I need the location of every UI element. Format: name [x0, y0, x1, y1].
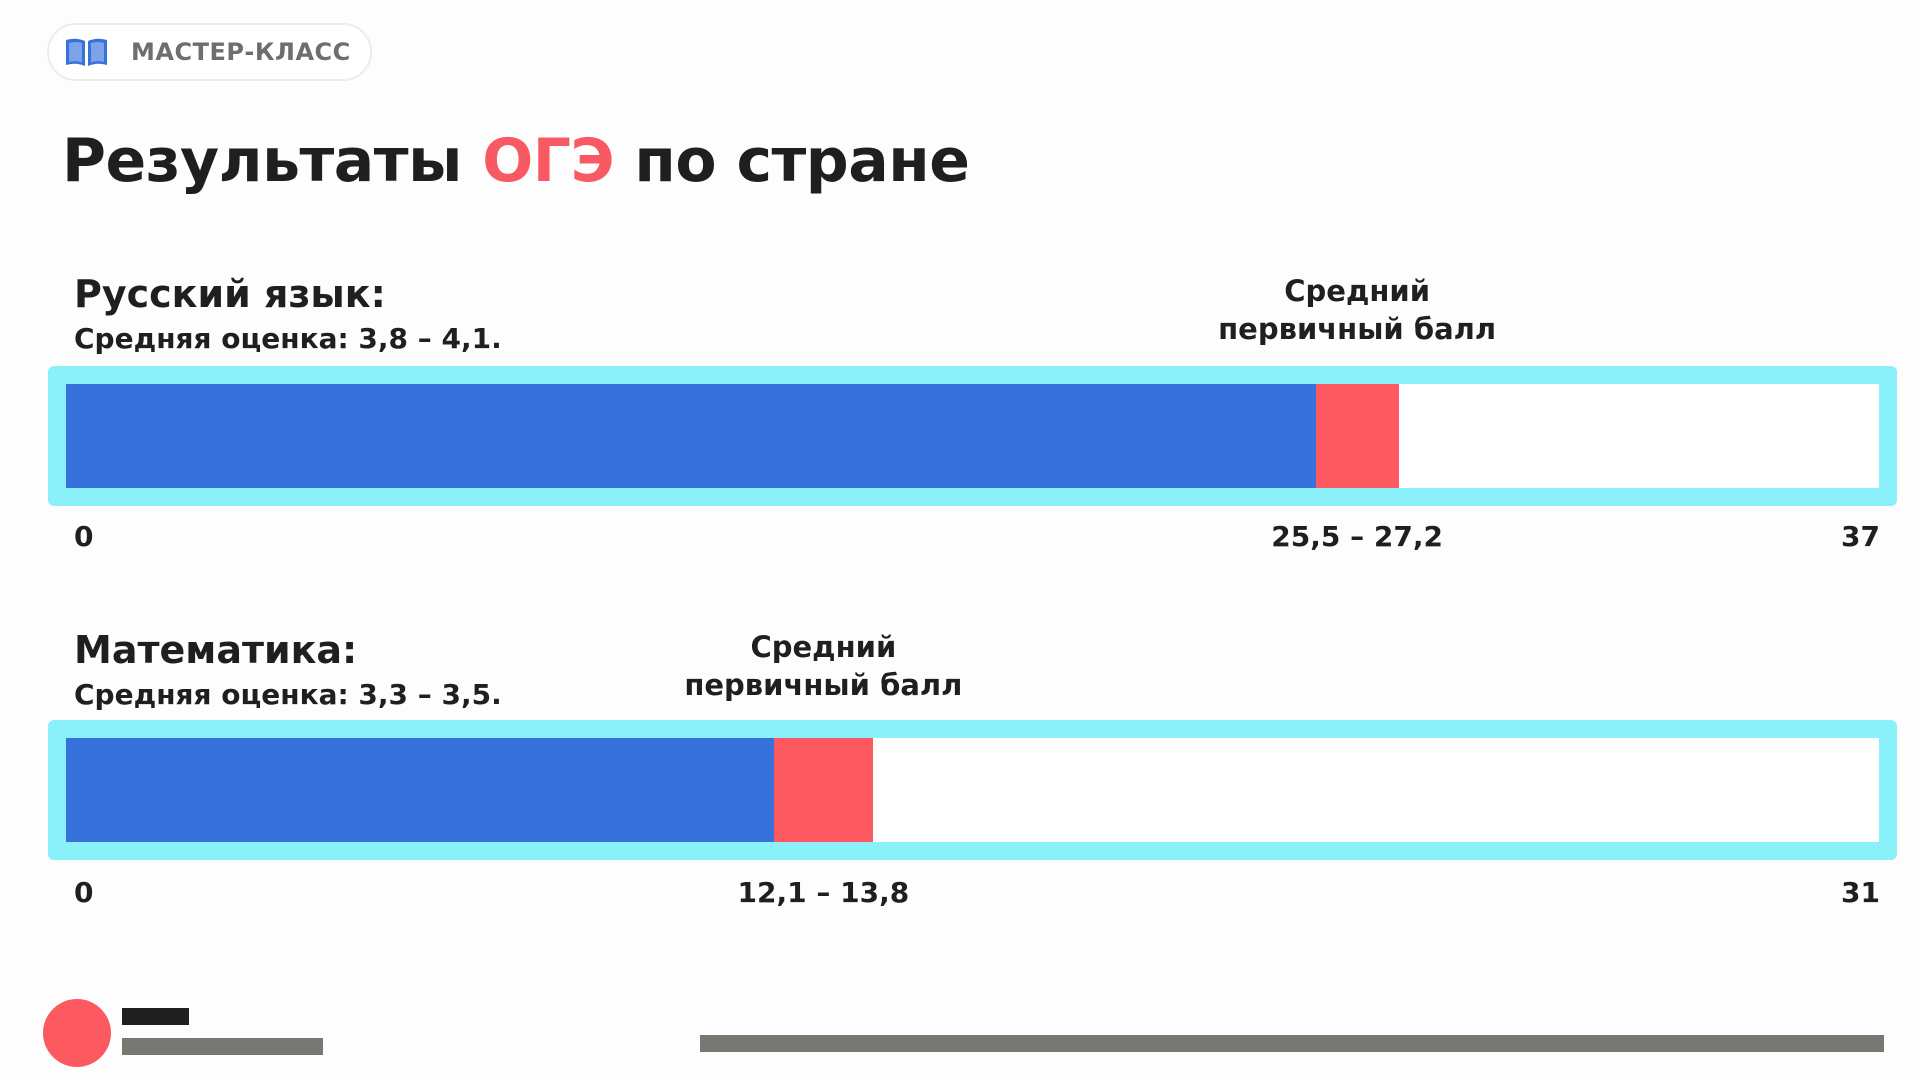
score-bar-frame-russian [48, 366, 1897, 506]
average-range-label-russian: 25,5 – 27,2 [1271, 520, 1443, 553]
average-score-label-line1: Средний [750, 630, 897, 664]
average-score-label-line1: Средний [1284, 274, 1431, 308]
average-score-label-line2: первичный балл [1218, 312, 1497, 346]
title-part-after: по стране [614, 126, 970, 196]
average-grade-russian: Средняя оценка: 3,8 – 4,1. [74, 322, 502, 355]
footer-decoration-bar-gray [122, 1038, 323, 1055]
average-grade-math: Средняя оценка: 3,3 – 3,5. [74, 678, 502, 711]
score-bar-fill-math [66, 738, 774, 842]
axis-max-label-math: 31 [1841, 876, 1880, 909]
badge-label: МАСТЕР-КЛАСС [131, 38, 351, 66]
score-bar-fill-russian [66, 384, 1316, 488]
average-score-label-line2: первичный балл [684, 668, 963, 702]
average-range-bar-math [773, 738, 874, 842]
score-bar-frame-math [48, 720, 1897, 860]
average-score-label-russian: Средний первичный балл [1218, 272, 1496, 348]
page-title: Результаты ОГЭ по стране [62, 126, 970, 196]
score-bar-track-russian [66, 384, 1879, 488]
open-book-icon [66, 38, 107, 66]
axis-min-label-russian: 0 [74, 520, 94, 553]
footer-decoration-circle [43, 999, 111, 1067]
subject-title-russian: Русский язык: [74, 272, 386, 316]
master-class-badge: МАСТЕР-КЛАСС [47, 23, 372, 81]
axis-max-label-russian: 37 [1841, 520, 1880, 553]
footer-decoration-line [700, 1035, 1884, 1052]
axis-min-label-math: 0 [74, 876, 94, 909]
footer-decoration-bar-dark [122, 1008, 189, 1025]
title-part-before: Результаты [62, 126, 483, 196]
score-bar-track-math [66, 738, 1879, 842]
average-score-label-math: Средний первичный балл [684, 628, 962, 704]
title-accent: ОГЭ [482, 126, 614, 196]
subject-title-math: Математика: [74, 628, 358, 672]
average-range-bar-russian [1315, 384, 1399, 488]
average-range-label-math: 12,1 – 13,8 [737, 876, 910, 909]
